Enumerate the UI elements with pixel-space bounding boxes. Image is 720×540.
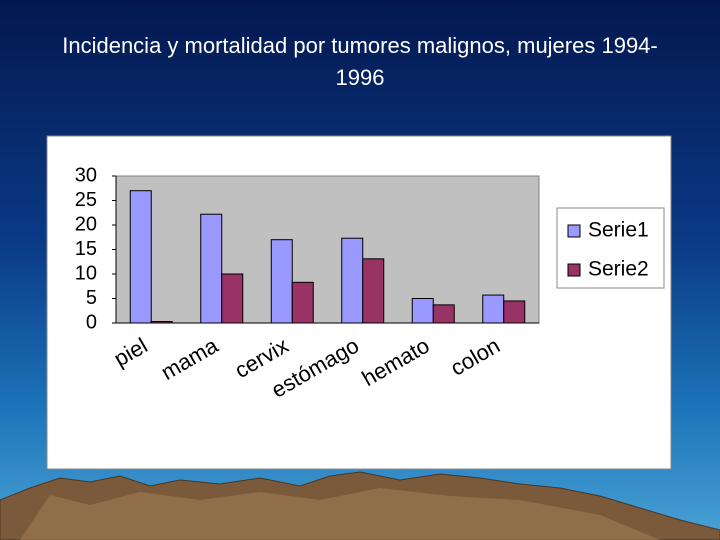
- bar: [362, 258, 385, 324]
- y-tick-label: 5: [86, 287, 97, 309]
- plot-area: [115, 175, 540, 324]
- y-tick-label: 30: [75, 164, 97, 186]
- bar: [411, 298, 434, 324]
- y-tick-label: 10: [75, 262, 97, 284]
- legend-label: Serie2: [588, 258, 649, 281]
- bar: [291, 281, 314, 324]
- legend-swatch: [567, 224, 581, 238]
- legend-label: Serie1: [588, 219, 649, 242]
- y-tick-label: 0: [86, 311, 97, 333]
- y-tick-label: 20: [75, 213, 97, 235]
- bar: [270, 239, 293, 324]
- bar: [200, 213, 223, 324]
- bar: [341, 237, 364, 324]
- mountain-shade: [20, 488, 660, 540]
- bar: [432, 304, 455, 324]
- legend-swatch: [567, 263, 581, 277]
- bar: [221, 273, 244, 324]
- chart-title: Incidencia y mortalidad por tumores mali…: [62, 33, 658, 90]
- bar: [482, 294, 505, 324]
- y-tick-label: 15: [75, 238, 97, 260]
- bar: [129, 190, 152, 324]
- bar: [503, 300, 526, 324]
- y-tick-label: 25: [75, 189, 97, 211]
